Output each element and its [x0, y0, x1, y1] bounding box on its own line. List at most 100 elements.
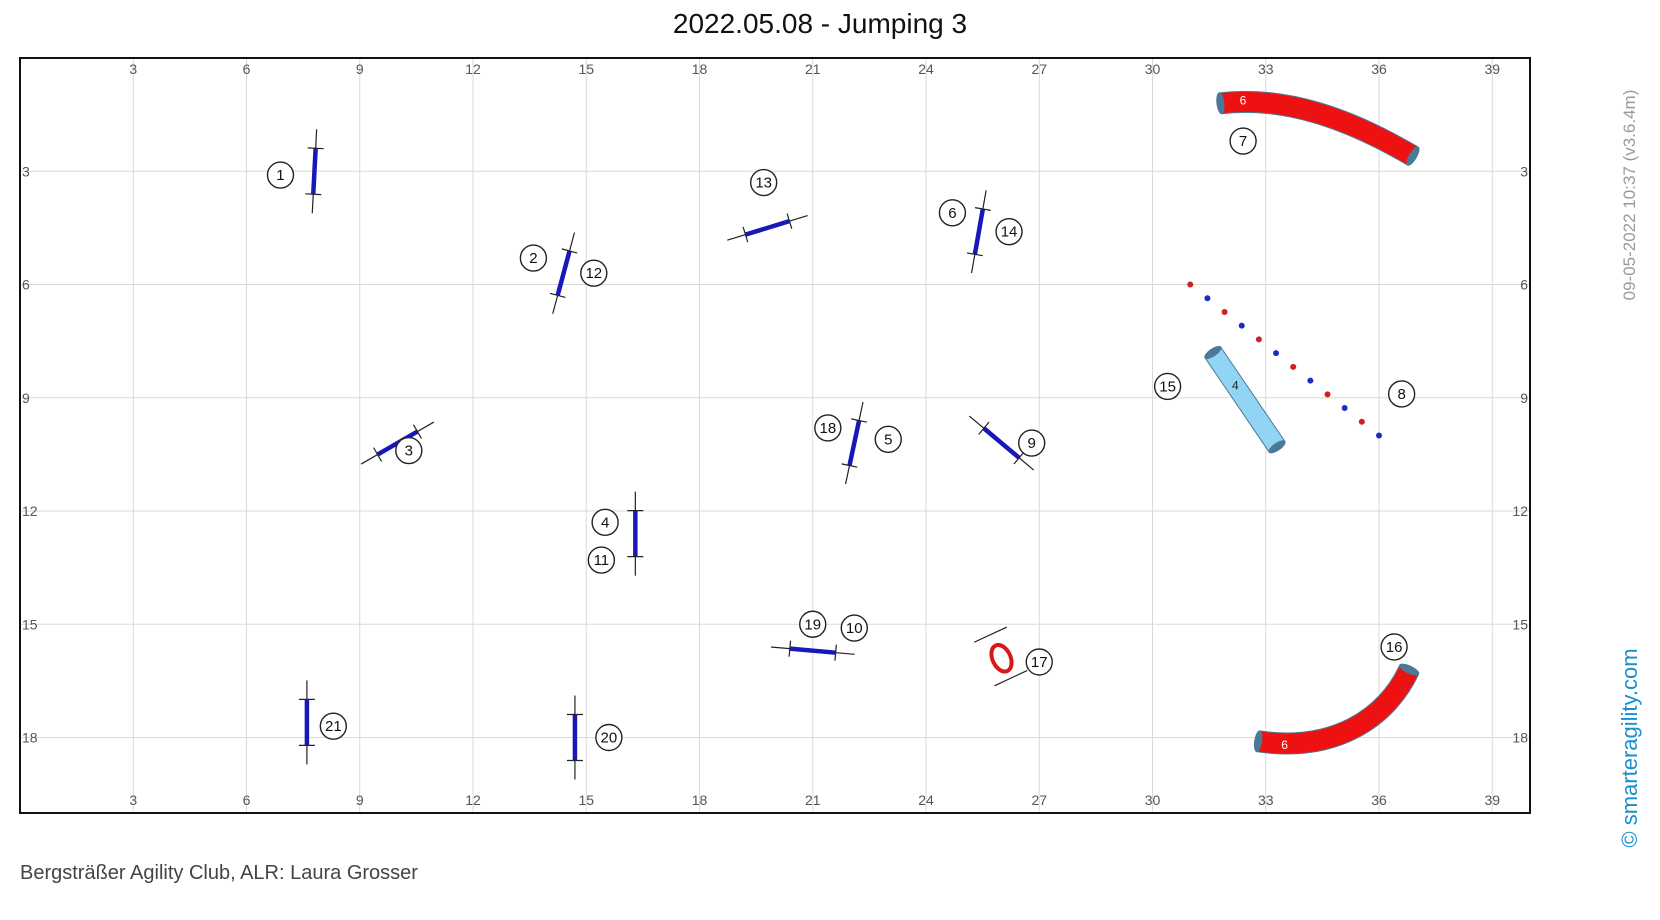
sequence-number: 6	[938, 199, 967, 227]
jump-bar	[972, 208, 986, 255]
number-circle	[1025, 648, 1053, 676]
number-circle	[814, 414, 842, 442]
weave-pole	[1187, 281, 1194, 288]
number-label: 17	[1031, 654, 1048, 671]
y-tick-label: 3	[1520, 163, 1528, 179]
x-tick-label: 33	[1258, 61, 1274, 77]
x-tick-label: 30	[1145, 61, 1161, 77]
tunnel-end-cap	[1216, 92, 1225, 115]
jump-stand	[305, 193, 322, 196]
sequence-number: 21	[319, 712, 348, 740]
jump-stand	[786, 213, 793, 229]
y-tick-label: 12	[22, 503, 38, 519]
number-circle	[266, 161, 295, 189]
number-label: 15	[1159, 378, 1176, 395]
y-tick-label: 6	[1520, 277, 1528, 293]
jump-bar	[310, 148, 318, 195]
footer-credit: Bergsträßer Agility Club, ALR: Laura Gro…	[20, 862, 418, 884]
jump-stand	[978, 421, 990, 435]
x-tick-label: 33	[1258, 792, 1274, 808]
sequence-number: 19	[799, 610, 827, 638]
tunnel-body	[1219, 91, 1419, 165]
x-tick-label: 12	[465, 61, 481, 77]
jump-obstacle	[566, 695, 583, 780]
number-circle	[595, 723, 623, 752]
y-tick-label: 15	[22, 616, 38, 632]
sequence-number: 13	[749, 168, 778, 197]
x-tick-label: 9	[356, 61, 364, 77]
y-tick-label: 3	[22, 163, 30, 179]
number-circle	[1387, 380, 1416, 408]
number-circle	[395, 436, 423, 465]
axis-ticks: 3366991212151518182121242427273030333336…	[22, 61, 1528, 808]
number-label: 7	[1239, 133, 1247, 150]
timestamp-text: 09-05-2022 10:37 (v3.6.4m)	[1620, 89, 1639, 301]
sequence-number: 16	[1380, 633, 1408, 661]
sequence-number: 5	[874, 425, 902, 453]
copyright-link[interactable]: © smarteragility.com	[1612, 635, 1648, 860]
tyre-obstacle	[973, 626, 1028, 687]
jump-stand	[307, 147, 324, 150]
y-tick-label: 18	[22, 730, 38, 746]
grid	[20, 58, 1530, 813]
number-label: 16	[1386, 639, 1403, 656]
tunnel-body	[1205, 347, 1285, 452]
x-tick-label: 3	[129, 792, 137, 808]
x-tick-label: 27	[1031, 61, 1047, 77]
x-tick-label: 39	[1484, 792, 1500, 808]
y-tick-label: 9	[1520, 390, 1528, 406]
x-tick-label: 15	[578, 61, 594, 77]
number-label: 12	[585, 265, 602, 282]
number-circle	[874, 425, 902, 453]
number-circle	[995, 217, 1023, 246]
jump-stand	[834, 644, 837, 661]
tyre-frame	[994, 670, 1028, 687]
tunnel-end-cap	[1399, 663, 1420, 676]
x-tick-label: 39	[1484, 61, 1500, 77]
jump-stand	[841, 463, 858, 468]
jump-stand	[788, 640, 792, 657]
obstacles: 6 6 4	[298, 90, 1420, 780]
jump-stand	[561, 248, 578, 254]
jump-stand	[851, 418, 868, 423]
weave-pole	[1324, 391, 1331, 398]
x-tick-label: 18	[692, 61, 708, 77]
sequence-number: 7	[1229, 127, 1257, 155]
jump-stand	[974, 207, 991, 211]
sequence-number: 2	[519, 244, 548, 272]
sequence-number: 15	[1153, 372, 1182, 401]
jump-obstacle	[298, 680, 315, 765]
jump-obstacle	[627, 491, 644, 576]
sequence-number: 10	[840, 614, 868, 642]
sequence-number: 17	[1025, 648, 1053, 676]
x-tick-label: 21	[805, 792, 821, 808]
number-circle	[580, 259, 608, 287]
x-tick-label: 36	[1371, 792, 1387, 808]
number-circle	[591, 508, 619, 537]
number-circle	[519, 244, 548, 272]
jump-obstacle	[305, 129, 324, 214]
sequence-number: 18	[814, 414, 842, 442]
number-label: 3	[405, 443, 413, 460]
tunnel-end-cap	[1204, 345, 1222, 359]
sequence-number: 20	[595, 723, 623, 752]
jump-obstacle	[841, 401, 868, 485]
number-circle	[587, 546, 616, 574]
number-circle	[840, 614, 868, 642]
y-tick-label: 18	[1512, 730, 1528, 746]
weave-pole	[1358, 418, 1365, 425]
x-tick-label: 6	[243, 792, 251, 808]
weave-pole	[1238, 322, 1245, 329]
sequence-number: 3	[395, 436, 423, 465]
jump-stand	[549, 292, 566, 299]
number-label: 2	[529, 250, 537, 267]
jump-obstacle	[549, 232, 578, 314]
tunnel-length-label: 6	[1281, 738, 1288, 752]
number-label: 6	[948, 205, 956, 222]
x-tick-label: 9	[356, 792, 364, 808]
jump-bar	[744, 218, 791, 237]
sequence-number: 8	[1387, 380, 1416, 408]
timestamp-stamp: 09-05-2022 10:37 (v3.6.4m)	[1620, 60, 1640, 330]
number-label: 18	[820, 420, 837, 437]
number-circle	[1017, 429, 1046, 457]
